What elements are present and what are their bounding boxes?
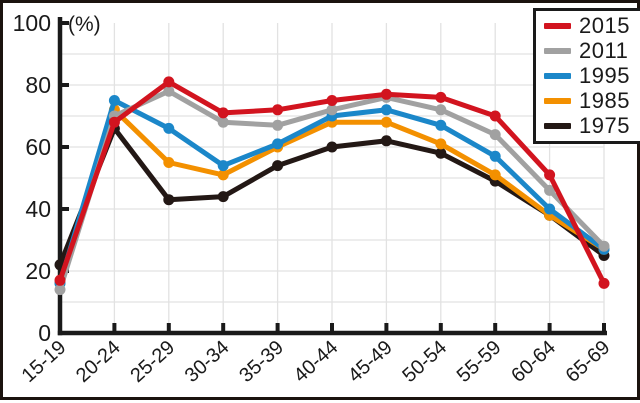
data-point-1985 (435, 138, 447, 150)
legend-label: 1975 (579, 112, 630, 138)
legend-label: 2015 (579, 13, 630, 39)
legend-swatch-1995 (544, 72, 571, 79)
data-point-1995 (435, 119, 447, 131)
data-point-1975 (435, 147, 447, 159)
x-tick-label: 45-49 (344, 336, 397, 387)
x-tick-label: 55-59 (453, 336, 506, 387)
x-tick-label: 40-44 (290, 336, 343, 387)
y-tick-label: 60 (25, 134, 51, 160)
x-tick-label: 30-34 (181, 336, 234, 387)
data-point-2011 (272, 119, 284, 131)
y-axis-unit-label: (%) (68, 13, 101, 36)
x-tick-label: 50-54 (398, 336, 451, 387)
legend: 2015 2011 1995 1985 1975 (533, 8, 640, 144)
chart-area: 0 20 40 60 80 100 (%) 15-19 20-24 25-29 30-34 35-39… (3, 3, 640, 397)
x-tick-label: 25-29 (126, 336, 179, 387)
legend-label: 1995 (579, 62, 630, 88)
legend-item-1995: 1995 (544, 62, 640, 88)
data-point-1985 (380, 116, 392, 128)
data-point-1975 (163, 194, 175, 206)
x-tick-label: 65-69 (562, 336, 615, 387)
data-point-2015 (108, 116, 120, 128)
data-point-2011 (598, 240, 610, 252)
data-point-1995 (489, 150, 501, 162)
data-point-2015 (435, 91, 447, 103)
data-point-1975 (326, 141, 338, 153)
x-tick-label: 20-24 (72, 336, 125, 387)
legend-swatch-1975 (544, 122, 571, 129)
legend-swatch-2015 (544, 23, 571, 30)
data-point-2015 (326, 95, 338, 106)
data-point-2015 (272, 104, 284, 116)
data-point-1985 (163, 157, 175, 168)
y-tick-label: 80 (25, 72, 51, 98)
data-point-2011 (54, 284, 66, 296)
y-tick-label: 20 (25, 258, 51, 284)
y-tick-label: 0 (38, 320, 51, 346)
y-tick-label: 40 (25, 196, 51, 222)
data-point-1975 (272, 160, 284, 172)
data-point-1975 (380, 135, 392, 147)
data-point-1985 (489, 169, 501, 181)
data-point-2015 (163, 76, 175, 88)
data-point-2011 (326, 104, 338, 116)
data-point-1995 (163, 122, 175, 134)
data-point-2011 (163, 85, 175, 97)
data-point-2011 (489, 129, 501, 141)
data-point-1975 (217, 191, 229, 203)
data-point-1995 (272, 138, 284, 150)
legend-swatch-2011 (544, 48, 571, 55)
data-point-1995 (544, 203, 556, 215)
data-point-1995 (108, 95, 120, 106)
data-point-2015 (598, 277, 610, 289)
data-point-2015 (489, 110, 501, 122)
data-point-2011 (544, 184, 556, 196)
data-point-2015 (544, 169, 556, 181)
data-point-1995 (380, 104, 392, 116)
data-point-2011 (435, 104, 447, 116)
x-tick-label: 35-39 (235, 336, 288, 387)
data-point-2015 (380, 88, 392, 100)
data-point-2015 (54, 274, 66, 286)
data-point-1985 (217, 169, 229, 181)
data-point-1995 (217, 160, 229, 172)
x-tick-label: 60-64 (507, 336, 560, 387)
legend-label: 2011 (579, 38, 629, 64)
legend-item-2011: 2011 (544, 40, 640, 62)
data-point-2015 (217, 107, 229, 119)
legend-label: 1985 (579, 87, 630, 113)
legend-item-1985: 1985 (544, 87, 640, 113)
legend-item-1975: 1975 (544, 112, 640, 138)
legend-swatch-1985 (544, 97, 571, 104)
y-tick-label: 100 (13, 10, 51, 36)
legend-item-2015: 2015 (544, 15, 640, 37)
data-point-2011 (217, 116, 229, 128)
